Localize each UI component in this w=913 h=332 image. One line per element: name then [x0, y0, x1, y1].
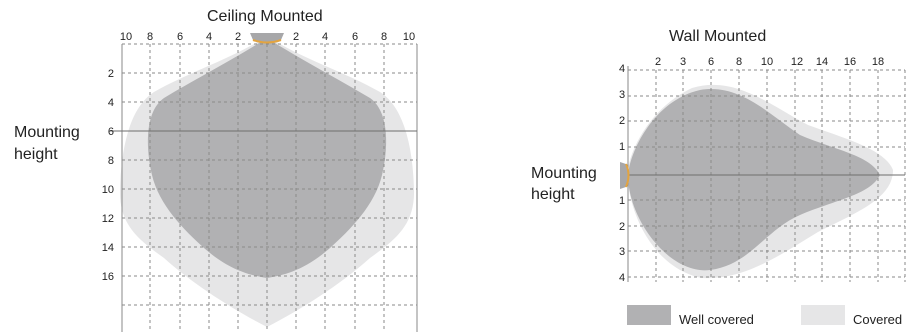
ceiling-y-tick: 14 [102, 242, 114, 254]
ceiling-y-tick: 10 [102, 184, 114, 196]
wall-x-tick: 18 [872, 56, 884, 68]
wall-mounting-label-2: height [531, 186, 575, 203]
wall-y-tick-down: 2 [619, 221, 625, 233]
wall-sensor-icon [620, 162, 630, 189]
wall-y-tick-down: 3 [619, 246, 625, 258]
legend-covered-label: Covered [853, 312, 903, 327]
wall-grid [628, 69, 906, 282]
ceiling-x-tick: 8 [381, 31, 387, 43]
wall-x-tick: 14 [816, 56, 828, 68]
wall-y-tick-up: 1 [619, 141, 625, 153]
ceiling-y-tick: 16 [102, 271, 114, 283]
ceiling-sensor-icon [250, 33, 284, 44]
ceiling-x-tick: 10 [403, 31, 415, 43]
ceiling-title: Ceiling Mounted [207, 8, 323, 25]
wall-x-tick: 12 [791, 56, 803, 68]
legend-well-covered-label: Well covered [679, 312, 754, 327]
ceiling-x-tick: 6 [177, 31, 183, 43]
wall-y-tick-up: 4 [619, 63, 625, 75]
wall-x-tick: 16 [844, 56, 856, 68]
ceiling-mounting-label-1: Mounting [14, 124, 80, 141]
ceiling-x-tick: 10 [120, 31, 132, 43]
wall-x-tick: 2 [655, 56, 661, 68]
ceiling-grid [122, 43, 417, 332]
ceiling-y-tick: 12 [102, 213, 114, 225]
ceiling-y-tick: 8 [108, 155, 114, 167]
wall-x-tick: 10 [761, 56, 773, 68]
ceiling-x-tick: 4 [206, 31, 212, 43]
ceiling-x-tick: 2 [235, 31, 241, 43]
wall-well-covered-area [628, 89, 880, 271]
wall-mounting-label-1: Mounting [531, 165, 597, 182]
ceiling-x-tick: 2 [293, 31, 299, 43]
legend-covered-swatch [801, 305, 845, 325]
wall-x-tick: 6 [708, 56, 714, 68]
wall-y-tick-up: 3 [619, 89, 625, 101]
ceiling-x-tick: 4 [322, 31, 328, 43]
wall-y-tick-up: 2 [619, 115, 625, 127]
ceiling-y-tick: 4 [108, 97, 114, 109]
ceiling-mounting-label-2: height [14, 146, 58, 163]
wall-y-tick-down: 4 [619, 272, 625, 284]
wall-x-tick: 3 [680, 56, 686, 68]
ceiling-y-tick: 2 [108, 68, 114, 80]
wall-title: Wall Mounted [669, 28, 767, 45]
ceiling-y-tick: 6 [108, 126, 114, 138]
wall-x-tick: 8 [736, 56, 742, 68]
ceiling-x-tick: 6 [352, 31, 358, 43]
ceiling-x-tick: 8 [147, 31, 153, 43]
legend-well-covered-swatch [627, 305, 671, 325]
wall-y-tick-down: 1 [619, 195, 625, 207]
